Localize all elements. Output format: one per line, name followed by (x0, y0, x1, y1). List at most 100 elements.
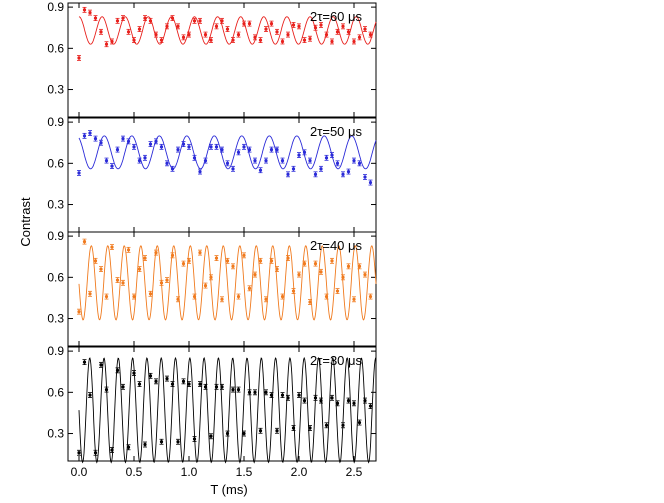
data-point (214, 23, 219, 30)
panel-1: 0.3 0.6 0.9 2τ=60 μs (47, 0, 377, 118)
data-point (280, 157, 285, 164)
data-point (88, 392, 92, 398)
marker (324, 156, 329, 160)
data-point (247, 146, 252, 153)
marker (93, 451, 98, 455)
marker (148, 292, 153, 296)
data-point (143, 255, 147, 261)
data-point (137, 26, 142, 32)
data-point (143, 441, 147, 448)
marker (148, 374, 153, 378)
marker (137, 158, 142, 163)
data-point (330, 38, 334, 45)
data-point (132, 143, 136, 150)
data-point (159, 143, 164, 150)
data-point (247, 285, 252, 292)
data-point (341, 422, 345, 429)
marker (225, 259, 230, 263)
data-point (192, 154, 197, 161)
data-point (115, 367, 120, 374)
marker (126, 248, 131, 252)
marker (93, 16, 98, 20)
marker (214, 24, 219, 28)
data-point (335, 160, 340, 167)
marker (115, 368, 120, 372)
marker (203, 32, 208, 37)
data-point (132, 370, 136, 376)
data-point (121, 135, 125, 142)
data-point (77, 55, 81, 61)
data-point (291, 165, 296, 172)
fit-curve (78, 245, 377, 321)
marker (137, 27, 142, 31)
data-point (187, 143, 191, 150)
marker (357, 264, 362, 268)
marker (165, 161, 169, 165)
data-point (192, 436, 197, 442)
data-point (297, 152, 301, 158)
data-point (132, 293, 136, 300)
marker (137, 267, 142, 271)
data-point (99, 361, 103, 368)
marker (203, 283, 208, 288)
marker (115, 19, 120, 23)
marker (297, 153, 301, 157)
marker (275, 147, 279, 152)
marker (126, 30, 131, 34)
data-point (165, 160, 169, 167)
marker (154, 32, 158, 37)
data-point (93, 15, 98, 22)
data-point (99, 139, 103, 146)
data-point (176, 296, 180, 303)
marker (99, 141, 103, 145)
panel-label: 2τ=50 μs (310, 124, 363, 139)
data-point (357, 263, 362, 270)
data-point (203, 157, 208, 164)
marker (236, 150, 241, 154)
data-point (121, 279, 125, 286)
data-point (148, 17, 153, 24)
data-point (88, 290, 92, 297)
marker (368, 180, 373, 185)
marker (286, 32, 290, 37)
marker (110, 245, 114, 249)
data-point (280, 392, 285, 398)
data-point (220, 17, 224, 24)
marker (209, 38, 213, 42)
data-point (291, 22, 296, 28)
marker (88, 292, 92, 296)
data-point (148, 290, 153, 297)
marker (242, 22, 246, 26)
marker (220, 297, 224, 301)
marker (302, 150, 307, 154)
marker (258, 168, 263, 172)
data-point (363, 26, 367, 32)
y-tick-label: 0.9 (47, 229, 64, 243)
data-point (110, 38, 114, 45)
data-point (132, 37, 136, 43)
marker (187, 32, 191, 37)
data-point (352, 400, 356, 407)
marker (368, 404, 373, 408)
data-point (302, 37, 307, 43)
marker (115, 278, 120, 282)
marker (82, 134, 87, 138)
data-point (275, 28, 279, 35)
marker (82, 360, 87, 364)
marker (275, 429, 279, 433)
marker (148, 142, 153, 146)
marker (242, 431, 246, 436)
marker (275, 30, 279, 34)
data-point (187, 381, 191, 387)
data-point (341, 23, 345, 30)
marker (253, 272, 257, 277)
marker (93, 259, 98, 263)
data-point (192, 17, 197, 24)
data-point (313, 394, 318, 401)
data-point (297, 392, 301, 398)
marker (126, 139, 131, 143)
marker (291, 23, 296, 27)
data-point (302, 397, 307, 404)
marker (341, 172, 345, 176)
